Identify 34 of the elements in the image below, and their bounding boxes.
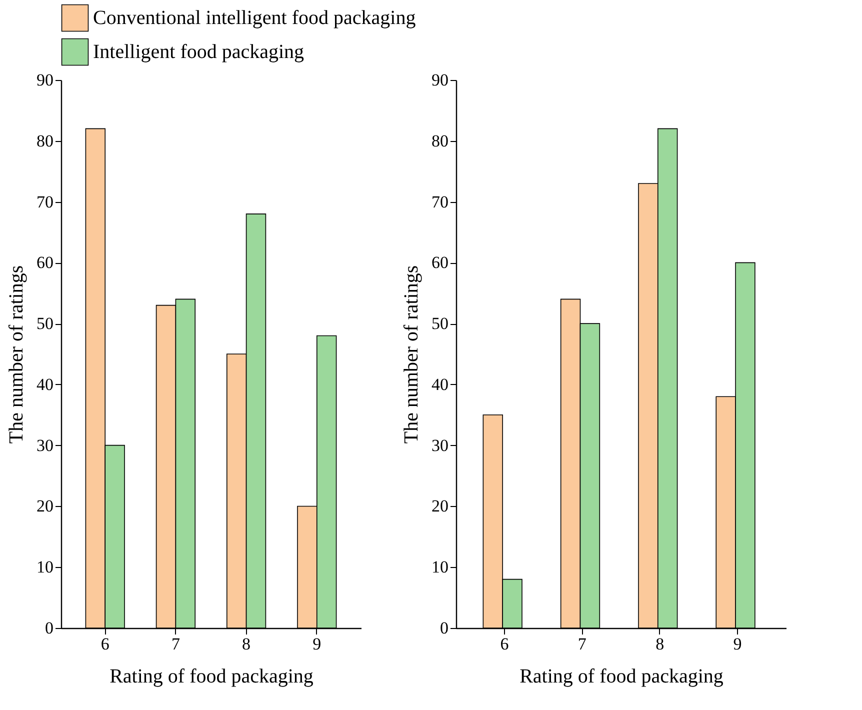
x-tick-label: 7 <box>171 634 180 654</box>
x-tick-label: 6 <box>100 634 110 654</box>
x-tick-label: 9 <box>733 634 742 654</box>
y-tick-label: 50 <box>36 314 54 334</box>
x-tick-label: 8 <box>242 634 251 654</box>
y-tick-label: 30 <box>432 436 448 455</box>
x-axis-title: Rating of food packaging <box>520 666 724 688</box>
x-tick-label: 7 <box>578 634 587 654</box>
y-axis-title: The number of ratings <box>400 265 422 444</box>
y-tick-label: 20 <box>432 496 448 516</box>
y-tick-label: 0 <box>440 618 448 638</box>
x-tick-label: 8 <box>656 634 664 654</box>
y-tick-label: 80 <box>432 131 448 150</box>
y-tick-label: 0 <box>45 618 54 638</box>
y-tick-label: 30 <box>36 436 54 455</box>
x-axis-title: Rating of food packaging <box>110 666 314 688</box>
y-axis-title: The number of ratings <box>6 265 28 444</box>
legend-label: Conventional intelligent food packaging <box>93 7 416 29</box>
y-tick-label: 50 <box>432 314 448 334</box>
y-tick-label: 90 <box>36 70 54 90</box>
y-tick-label: 70 <box>432 192 448 212</box>
x-tick-label: 9 <box>312 634 322 654</box>
legend-label: Intelligent food packaging <box>93 41 304 63</box>
x-tick-label: 6 <box>500 634 509 654</box>
y-tick-label: 10 <box>36 558 54 577</box>
y-tick-label: 10 <box>432 558 448 577</box>
y-tick-label: 40 <box>432 374 448 394</box>
y-tick-label: 60 <box>36 253 54 272</box>
y-tick-label: 90 <box>432 70 448 90</box>
y-tick-label: 40 <box>36 374 54 394</box>
y-tick-label: 80 <box>36 131 54 150</box>
y-tick-label: 20 <box>36 496 54 516</box>
y-tick-label: 60 <box>432 253 448 272</box>
y-tick-label: 70 <box>36 192 54 212</box>
